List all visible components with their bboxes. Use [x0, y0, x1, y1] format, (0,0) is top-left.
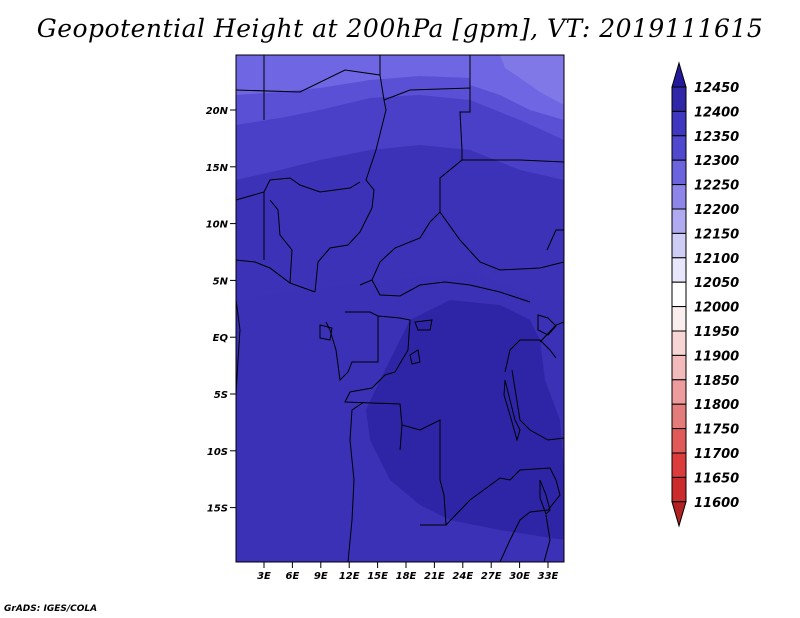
colorbar-segment	[671, 281, 687, 308]
colorbar-segment	[671, 232, 687, 259]
colorbar-label: 12350	[694, 130, 739, 145]
lon-tick-label: 12E	[339, 571, 360, 582]
lat-tick-label: EQ	[213, 333, 229, 344]
latitude-axis: 20N 15N 10N 5N EQ 5S 10S 15S	[206, 106, 236, 515]
colorbar-label: 11700	[694, 447, 739, 462]
lon-tick-label: 18E	[396, 571, 417, 582]
colorbar-segment	[671, 330, 687, 356]
field-band-12450-core	[366, 300, 564, 540]
lon-tick-label: 15E	[367, 571, 388, 582]
lon-tick-label: 9E	[314, 571, 328, 582]
colorbar-label: 12450	[694, 81, 739, 96]
colorbar-label: 12150	[694, 227, 739, 242]
colorbar-label: 11750	[694, 423, 739, 438]
colorbar-label: 12400	[694, 105, 739, 120]
colorbar-label: 12100	[694, 252, 739, 267]
colorbar-segment	[671, 379, 687, 405]
colorbar-segment	[671, 110, 687, 137]
lon-tick-label: 21E	[424, 571, 445, 582]
colorbar-bottom-arrow	[671, 501, 687, 528]
lat-tick-label: 5N	[213, 276, 229, 287]
colorbar-label: 12300	[694, 154, 739, 169]
longitude-axis: 3E 6E 9E 12E 15E 18E 21E 24E 27E 30E 33E	[257, 562, 559, 582]
lat-tick-label: 15S	[207, 504, 228, 515]
lon-tick-label: 6E	[286, 571, 300, 582]
colorbar-label: 11950	[694, 325, 739, 340]
lon-tick-label: 30E	[509, 571, 530, 582]
colorbar: 12450 12400 12350 12300 12250 12200 12150 12100…	[671, 61, 739, 528]
lon-tick-label: 33E	[538, 571, 559, 582]
colorbar-segment	[671, 403, 687, 430]
colorbar-label: 12050	[694, 276, 739, 291]
lon-tick-label: 27E	[481, 571, 502, 582]
colorbar-segment	[671, 306, 687, 332]
colorbar-segment	[671, 208, 687, 234]
map-frame	[235, 54, 565, 563]
colorbar-segment	[671, 86, 687, 112]
colorbar-segment	[671, 135, 687, 161]
lakes	[319, 314, 557, 515]
lat-tick-label: 5S	[214, 390, 228, 401]
lat-tick-label: 20N	[206, 106, 229, 117]
colorbar-segment	[671, 159, 687, 186]
lat-tick-label: 10N	[206, 220, 229, 231]
colorbar-label: 11650	[694, 471, 739, 486]
colorbar-top-arrow	[671, 61, 687, 88]
field-band-12200-ne	[500, 55, 564, 105]
lat-tick-label: 10S	[207, 447, 228, 458]
country-borders	[235, 55, 565, 563]
colorbar-segment	[671, 257, 687, 283]
colorbar-segment	[671, 452, 687, 478]
colorbar-label: 12250	[694, 179, 739, 194]
colorbar-segment	[671, 428, 687, 454]
colorbar-label: 11600	[694, 496, 739, 511]
lon-tick-label: 3E	[257, 571, 271, 582]
chart-title: Geopotential Height at 200hPa [gpm], VT:…	[36, 14, 764, 43]
colorbar-segment	[671, 184, 687, 210]
lat-tick-label: 15N	[206, 163, 229, 174]
colorbar-segment	[671, 476, 687, 503]
colorbar-label: 11850	[694, 374, 739, 389]
colorbar-label: 12000	[694, 301, 739, 316]
colorbar-segment	[671, 354, 687, 381]
colorbar-label: 12200	[694, 203, 739, 218]
colorbar-label: 11800	[694, 398, 739, 413]
colorbar-label: 11900	[694, 349, 739, 364]
lon-tick-label: 24E	[452, 571, 473, 582]
footer-credit: GrADS: IGES/COLA	[4, 604, 98, 614]
geopotential-field	[236, 55, 564, 562]
field-band-12250	[236, 55, 470, 95]
